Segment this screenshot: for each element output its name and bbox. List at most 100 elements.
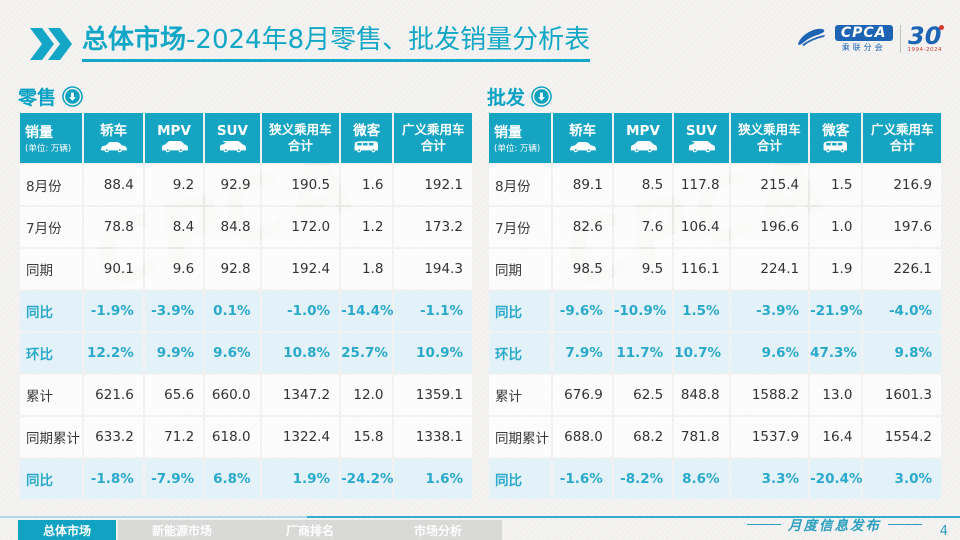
data-cell: -14.4% — [341, 291, 394, 331]
data-cell: 848.8 — [674, 375, 729, 415]
data-cell: 660.0 — [205, 375, 260, 415]
data-cell: 215.4 — [730, 165, 809, 205]
data-cell: -10.9% — [613, 291, 673, 331]
table-row: 环比 12.2% 9.9% 9.6% 10.8% 25.7% 10.9% — [20, 333, 472, 373]
data-cell: 633.2 — [84, 417, 143, 457]
data-cell: 688.0 — [553, 417, 612, 457]
column-header: 狭义乘用车 合计 — [261, 113, 340, 163]
data-cell: -20.4% — [810, 459, 863, 499]
cpca-badge: CPCA 乘联分会 — [834, 25, 893, 53]
publish-dash-left — [747, 523, 781, 525]
down-arrow-circle-icon — [62, 85, 83, 107]
title-rest: -2024年8月零售、批发销量分析表 — [186, 25, 591, 56]
column-header: 广义乘用车 合计 — [863, 113, 941, 163]
data-cell: -1.6% — [553, 459, 612, 499]
data-cell: 1554.2 — [863, 417, 941, 457]
mpv-icon — [146, 140, 202, 153]
row-label: 8月份 — [20, 165, 83, 205]
table-row: 同比 -1.8% -7.9% 6.8% 1.9% -24.2% 1.6% — [20, 459, 472, 499]
table-row: 环比 7.9% 11.7% 10.7% 9.6% 47.3% 9.8% — [489, 333, 941, 373]
data-cell: 1.5 — [810, 165, 862, 205]
row-label: 同期累计 — [20, 417, 83, 457]
data-cell: -1.8% — [84, 459, 143, 499]
data-cell: 1359.1 — [394, 375, 472, 415]
footer-divider-line — [0, 516, 960, 518]
table-row: 同期累计 688.0 68.2 781.8 1537.9 16.4 1554.2 — [489, 417, 941, 457]
anniversary-30-logo: 30 1994-2024 — [907, 24, 944, 54]
column-header: MPV — [144, 113, 204, 163]
column-header: 狭义乘用车 合计 — [730, 113, 809, 163]
tab-市场分析[interactable]: 市场分析 — [413, 523, 462, 538]
table-row: 同比 -1.6% -8.2% 8.6% 3.3% -20.4% 3.0% — [489, 459, 941, 499]
data-cell: 196.6 — [730, 207, 809, 247]
data-cell: -1.9% — [84, 291, 143, 331]
data-cell: 7.9% — [553, 333, 612, 373]
table-row: 同比 -1.9% -3.9% 0.1% -1.0% -14.4% -1.1% — [20, 291, 472, 331]
data-cell: 9.6% — [205, 333, 260, 373]
data-cell: 16.4 — [810, 417, 862, 457]
row-label: 同比 — [20, 291, 83, 331]
row-label: 同期 — [489, 249, 552, 289]
row-label: 同比 — [489, 291, 552, 331]
mpv-icon — [615, 140, 671, 153]
data-cell: 117.8 — [674, 165, 729, 205]
table-row: 同期 98.5 9.5 116.1 224.1 1.9 226.1 — [489, 249, 941, 289]
header: 总体市场-2024年8月零售、批发销量分析表 CPCA 乘联分会 30 1994… — [30, 20, 944, 68]
data-cell: 1.9 — [810, 249, 862, 289]
data-cell: 172.0 — [261, 207, 340, 247]
data-cell: 15.8 — [341, 417, 393, 457]
retail-table: 销量 (单位: 万辆) 轿车 MPV SUV 狭义乘用车 合计 微客 广义乘用车 合计 8月份 88.… — [18, 111, 474, 501]
data-cell: 65.6 — [144, 375, 204, 415]
data-cell: 88.4 — [84, 165, 143, 205]
data-cell: 82.6 — [553, 207, 612, 247]
data-cell: 11.7% — [613, 333, 673, 373]
tab-厂商排名[interactable]: 厂商排名 — [285, 523, 334, 538]
row-label: 7月份 — [489, 207, 552, 247]
tab-新能源市场[interactable]: 新能源市场 — [151, 523, 212, 538]
data-cell: 1588.2 — [730, 375, 809, 415]
table-row: 同比 -9.6% -10.9% 1.5% -3.9% -21.9% -4.0% — [489, 291, 941, 331]
row-label: 同期累计 — [489, 417, 552, 457]
table-row: 同期累计 633.2 71.2 618.0 1322.4 15.8 1338.1 — [20, 417, 472, 457]
cpca-association-label: 乘联分会 — [841, 43, 886, 52]
data-cell: 90.1 — [84, 249, 143, 289]
data-cell: -9.6% — [553, 291, 612, 331]
unit-header-cell: 销量 (单位: 万辆) — [489, 113, 552, 163]
data-cell: 676.9 — [553, 375, 612, 415]
cpca-logo: CPCA 乘联分会 30 1994-2024 — [794, 24, 944, 54]
row-label: 环比 — [20, 333, 83, 373]
data-cell: 10.8% — [261, 333, 340, 373]
retail-panel-header: 零售 — [18, 84, 474, 109]
data-cell: 8.4 — [144, 207, 204, 247]
anniversary-years: 1994-2024 — [907, 47, 942, 54]
data-cell: -1.0% — [261, 291, 340, 331]
data-cell: 1338.1 — [394, 417, 472, 457]
unit-header-cell: 销量 (单位: 万辆) — [20, 113, 83, 163]
data-cell: 92.8 — [205, 249, 260, 289]
column-header: 轿车 — [553, 113, 612, 163]
column-header: MPV — [613, 113, 673, 163]
table-row: 8月份 88.4 9.2 92.9 190.5 1.6 192.1 — [20, 165, 472, 205]
row-label: 同比 — [489, 459, 552, 499]
minibus-icon — [342, 140, 391, 153]
data-cell: 116.1 — [674, 249, 729, 289]
data-cell: 8.6% — [674, 459, 729, 499]
data-cell: 3.3% — [730, 459, 809, 499]
data-cell: 71.2 — [144, 417, 204, 457]
logo-divider — [899, 25, 901, 53]
data-cell: 173.2 — [394, 207, 472, 247]
data-cell: 98.5 — [553, 249, 612, 289]
publish-text: 月度信息发布 — [788, 518, 881, 533]
column-header: 轿车 — [84, 113, 143, 163]
tab-总体市场[interactable]: 总体市场 — [18, 520, 116, 540]
data-cell: 618.0 — [205, 417, 260, 457]
data-cell: 62.5 — [613, 375, 673, 415]
data-cell: 92.9 — [205, 165, 260, 205]
data-cell: 1.5% — [674, 291, 729, 331]
row-label: 累计 — [20, 375, 83, 415]
column-header: 微客 — [341, 113, 393, 163]
suv-icon — [206, 140, 258, 153]
cpca-text: CPCA — [834, 25, 893, 41]
column-header: 微客 — [810, 113, 862, 163]
suv-icon — [675, 140, 727, 153]
